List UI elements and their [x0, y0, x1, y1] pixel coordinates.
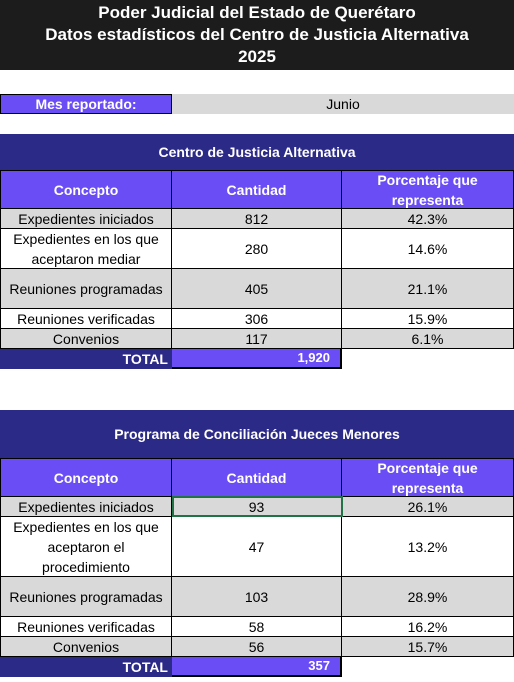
table-cell: 13.2% [342, 517, 514, 577]
column-header: Cantidad [172, 458, 342, 497]
table-cell: 812 [172, 209, 342, 229]
table-cell: 117 [172, 329, 342, 349]
column-header: Porcentaje que representa [342, 170, 514, 209]
table-cell: 280 [172, 229, 342, 269]
month-value: Junio [172, 94, 514, 114]
column-header: Concepto [0, 458, 172, 497]
month-label: Mes reportado: [0, 94, 172, 114]
table-cell: Expedientes en los que aceptaron el proc… [0, 517, 172, 577]
total-value: 357 [172, 657, 342, 677]
table-title: Centro de Justicia Alternativa [0, 134, 514, 170]
total-label: TOTAL [0, 349, 172, 369]
table-cell: 47 [172, 517, 342, 577]
table-cell: Reuniones verificadas [0, 617, 172, 637]
header-line: Datos estadísticos del Centro de Justici… [45, 25, 469, 44]
table-title: Programa de Conciliación Jueces Menores [0, 410, 514, 458]
table-cell: 103 [172, 577, 342, 617]
table-cell: 58 [172, 617, 342, 637]
table-cell: Convenios [0, 637, 172, 657]
table-cell: 15.7% [342, 637, 514, 657]
table-cell: 405 [172, 269, 342, 309]
table-cell: Convenios [0, 329, 172, 349]
table-cell: 26.1% [342, 497, 514, 517]
table-cell: Expedientes en los que aceptaron mediar [0, 229, 172, 269]
table-cell: 28.9% [342, 577, 514, 617]
column-header: Cantidad [172, 170, 342, 209]
table-cell: 306 [172, 309, 342, 329]
total-value: 1,920 [172, 349, 342, 369]
table-cell: Reuniones programadas [0, 577, 172, 617]
column-header: Porcentaje que representa [342, 458, 514, 497]
header-line: 2025 [238, 47, 276, 66]
table-cell: Reuniones verificadas [0, 309, 172, 329]
table-cell: Expedientes iniciados [0, 209, 172, 229]
header-line: Poder Judicial del Estado de Querétaro [98, 3, 416, 22]
table-cell: 6.1% [342, 329, 514, 349]
table-cell: 16.2% [342, 617, 514, 637]
column-header: Concepto [0, 170, 172, 209]
selected-cell [172, 496, 343, 517]
table-cell: Expedientes iniciados [0, 497, 172, 517]
table-cell: 21.1% [342, 269, 514, 309]
total-label: TOTAL [0, 657, 172, 677]
table-cell: 14.6% [342, 229, 514, 269]
table-cell: 56 [172, 637, 342, 657]
table-cell: 15.9% [342, 309, 514, 329]
header-band [0, 0, 514, 70]
table-cell: Reuniones programadas [0, 269, 172, 309]
table-cell: 42.3% [342, 209, 514, 229]
